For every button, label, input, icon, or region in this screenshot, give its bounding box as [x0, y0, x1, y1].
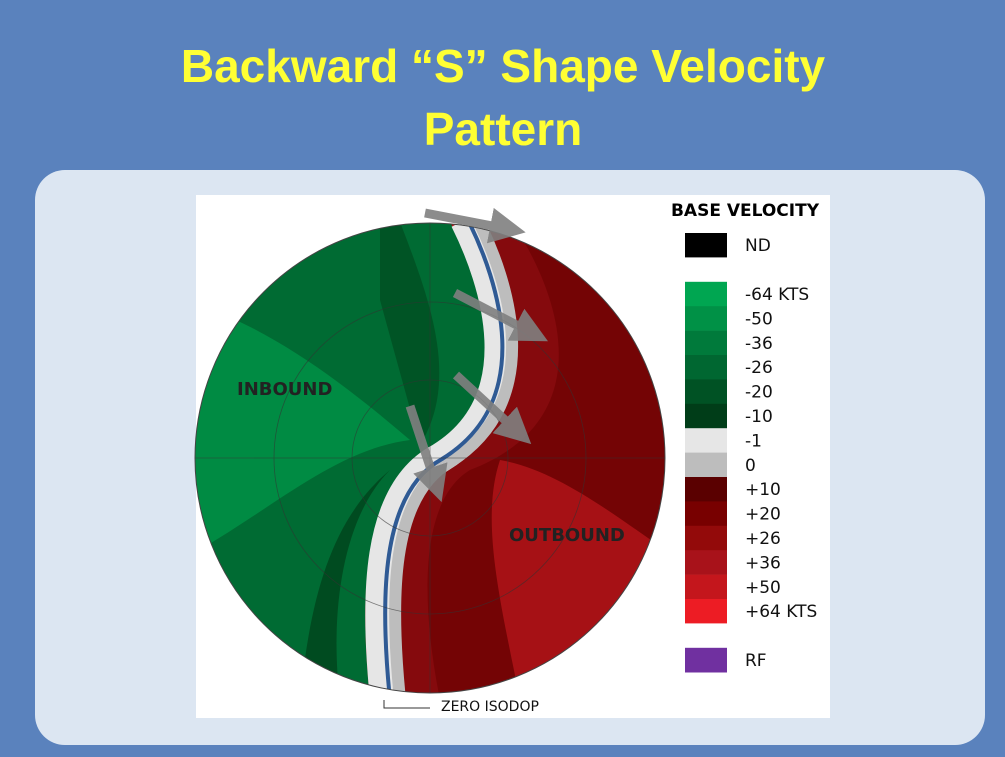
legend-label: +36 [745, 553, 781, 573]
legend-swatch [685, 428, 727, 453]
legend-swatch [685, 574, 727, 600]
isodop-label: ZERO ISODOP [441, 699, 539, 715]
legend-label: ND [745, 236, 771, 256]
zero-strip [389, 223, 518, 693]
legend-label: 0 [745, 456, 756, 476]
legend-label: +20 [745, 505, 781, 525]
title-line: Backward “S” Shape Velocity [181, 40, 826, 92]
legend-label: -64 KTS [745, 285, 809, 305]
zero-isodop-line [383, 223, 505, 693]
legend-swatch [685, 403, 727, 429]
legend-label: RF [745, 651, 767, 671]
legend-swatch [685, 379, 727, 405]
legend-label: -20 [745, 383, 773, 403]
legend-label: -10 [745, 407, 773, 427]
legend-swatch [685, 525, 727, 551]
outbound-label: OUTBOUND [509, 525, 625, 546]
legend-swatch [685, 257, 727, 283]
flow-arrows [405, 207, 548, 503]
legend-label: +10 [745, 480, 781, 500]
legend-swatch [685, 550, 727, 575]
inbound-band [380, 223, 440, 445]
legend-swatch [685, 306, 727, 331]
isodop-pointer [383, 700, 430, 709]
legend-swatch [685, 623, 727, 649]
disk-outline [194, 222, 666, 694]
legend-swatch [685, 233, 727, 258]
legend-swatch [685, 452, 727, 478]
legend-swatch [685, 599, 727, 624]
legend-label: +64 KTS [745, 602, 817, 622]
legend-swatch [685, 355, 727, 380]
legend-swatch [685, 330, 727, 356]
inbound-band [195, 300, 410, 560]
legend-swatch [685, 477, 727, 502]
velocity-disk [195, 223, 665, 693]
legend: ND-64 KTS-50-36-26-20-10-10+10+20+26+36+… [685, 233, 817, 673]
legend-swatch [685, 281, 727, 307]
legend-label: -50 [745, 309, 773, 329]
legend-label: +50 [745, 578, 781, 598]
legend-label: +26 [745, 529, 781, 549]
title-line: Pattern [424, 103, 582, 155]
legend-label: -36 [745, 334, 773, 354]
inbound-band [300, 470, 390, 693]
legend-label: -1 [745, 431, 762, 451]
legend-swatch [685, 501, 727, 527]
legend-swatch [685, 647, 727, 673]
legend-title: BASE VELOCITY [671, 201, 820, 221]
inbound-label: INBOUND [237, 379, 332, 400]
legend-label: -26 [745, 358, 773, 378]
